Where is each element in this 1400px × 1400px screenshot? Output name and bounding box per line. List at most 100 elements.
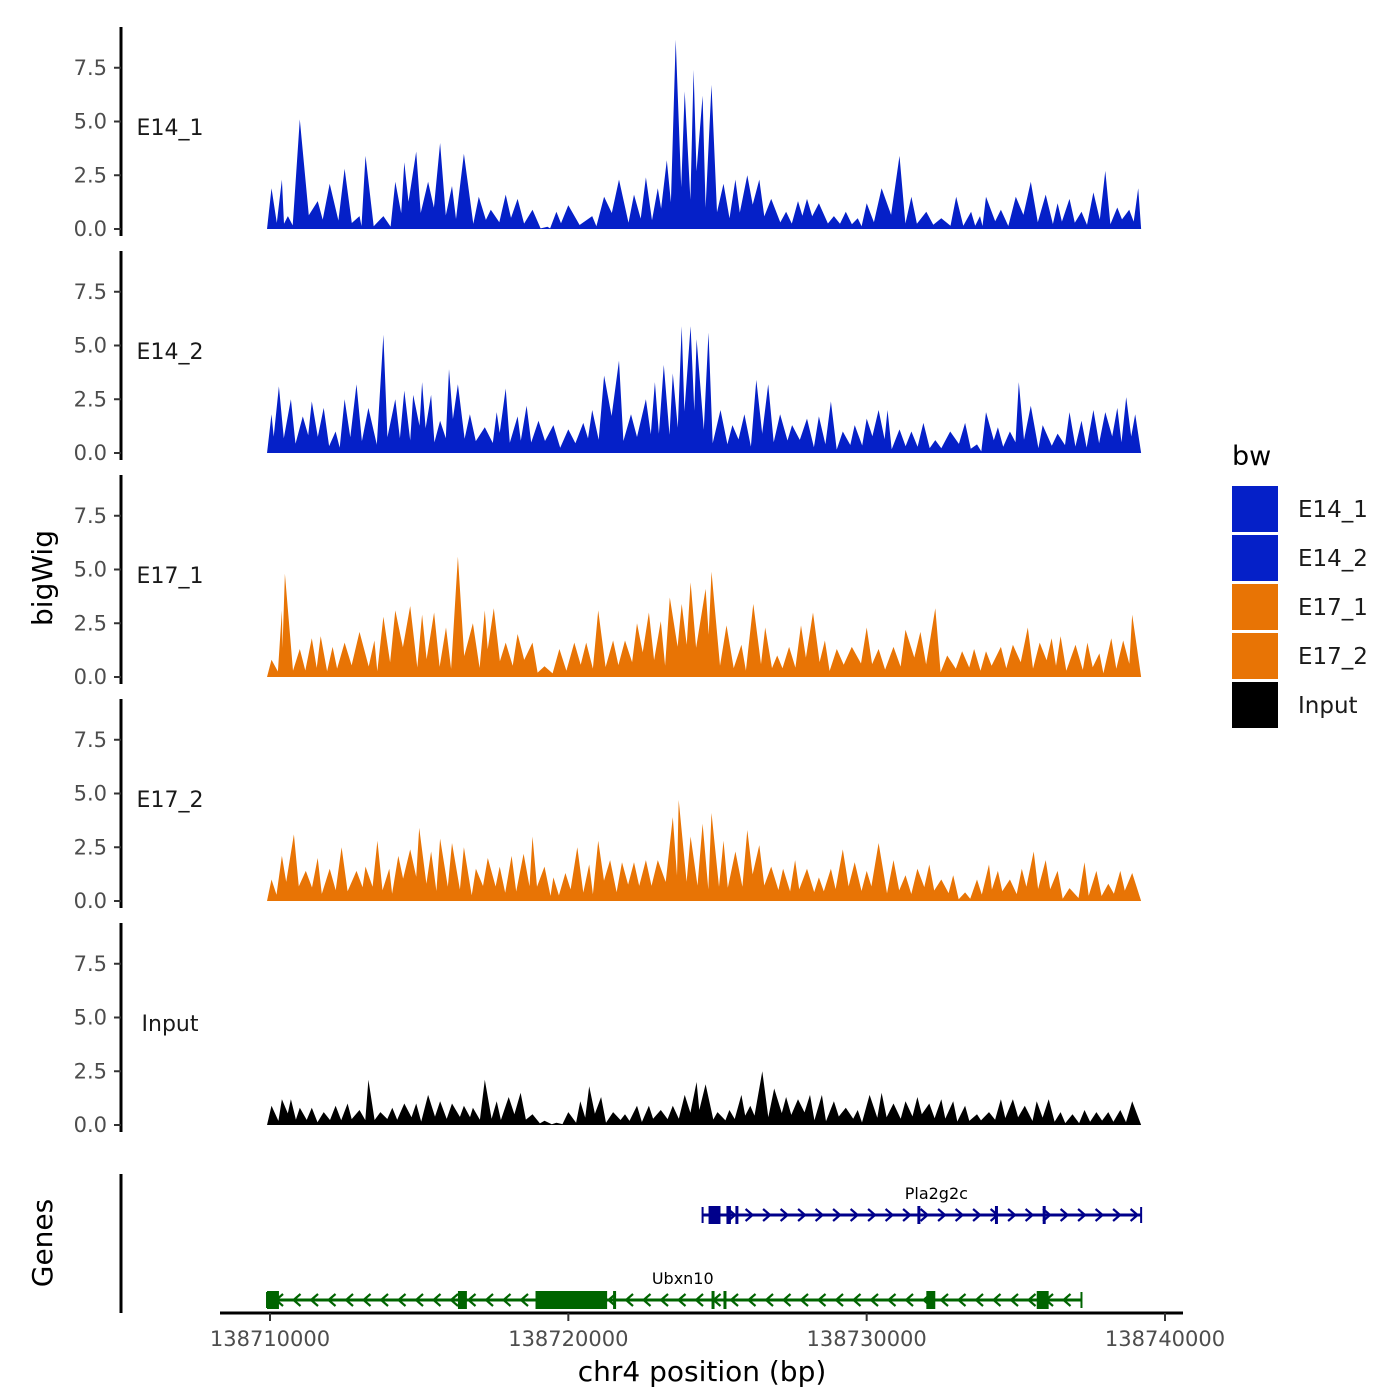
strand-arrow-Ubxn10: [729, 1293, 739, 1307]
legend-swatch-E14_2: [1232, 535, 1278, 581]
y-tick-label-E17_2: 2.5: [74, 835, 107, 859]
strand-arrow-Ubxn10: [676, 1293, 687, 1307]
strand-arrow-Ubxn10: [694, 1293, 704, 1307]
strand-arrow-Ubxn10: [991, 1293, 1002, 1307]
strand-arrow-Ubxn10: [326, 1293, 337, 1307]
y-tick-label-E14_2: 0.0: [74, 441, 107, 465]
panel-label-E14_2: E14_2: [137, 340, 204, 365]
y-tick-label-Input: 7.5: [74, 952, 107, 976]
strand-arrow-Ubxn10: [361, 1293, 372, 1307]
y-tick-label-E17_1: 5.0: [74, 558, 107, 582]
strand-arrow-Ubxn10: [519, 1293, 529, 1307]
strand-arrow-Pla2g2c: [1059, 1208, 1070, 1222]
y-tick-label-E14_2: 7.5: [74, 280, 107, 304]
y-tick-label-E14_1: 0.0: [74, 217, 107, 241]
strand-arrow-Ubxn10: [1061, 1293, 1072, 1307]
strand-arrow-Ubxn10: [939, 1293, 949, 1307]
track-panel-E17_1: 0.0 2.5 5.0 7.5 E17_1: [74, 475, 1142, 689]
y-axis-title-genes: Genes: [26, 1199, 59, 1287]
signal-area-Input: [267, 1071, 1142, 1125]
strand-arrow-Ubxn10: [1026, 1293, 1037, 1307]
track-panel-E17_2: 0.0 2.5 5.0 7.5 E17_2: [74, 699, 1142, 913]
strand-arrow-Ubxn10: [344, 1293, 354, 1307]
x-tick-label: 138730000: [807, 1327, 927, 1351]
strand-arrow-Ubxn10: [764, 1293, 774, 1307]
legend-label-E14_1: E14_1: [1298, 497, 1368, 523]
gene-Pla2g2c: Pla2g2c: [701, 1184, 1143, 1224]
strand-arrow-Pla2g2c: [954, 1208, 965, 1222]
x-tick-label: 138710000: [210, 1327, 330, 1351]
strand-arrow-Ubxn10: [974, 1293, 984, 1307]
gene-label-Ubxn10: Ubxn10: [652, 1269, 714, 1288]
bigwig-tracks: 0.0 2.5 5.0 7.5 E14_1 0.0 2.5 5.0 7.5 E14_2 0.0 2.5…: [74, 27, 1142, 1137]
y-tick-label-E17_2: 7.5: [74, 728, 107, 752]
exon-Ubxn10: [711, 1291, 715, 1309]
y-tick-label-E14_1: 5.0: [74, 110, 107, 134]
strand-arrow-Ubxn10: [624, 1293, 634, 1307]
track-panel-E14_2: 0.0 2.5 5.0 7.5 E14_2: [74, 251, 1142, 465]
y-tick-label-Input: 5.0: [74, 1006, 107, 1030]
legend-title: bw: [1232, 441, 1271, 472]
y-tick-label-E14_1: 2.5: [74, 163, 107, 187]
exon-Ubxn10: [926, 1291, 936, 1309]
panel-label-Input: Input: [142, 1012, 199, 1037]
strand-arrow-Ubxn10: [886, 1293, 897, 1307]
exon-Ubxn10: [267, 1291, 279, 1309]
panel-label-E14_1: E14_1: [137, 116, 204, 141]
strand-arrow-Pla2g2c: [884, 1208, 895, 1222]
strand-arrow-Ubxn10: [449, 1293, 459, 1307]
exon-Pla2g2c: [708, 1206, 721, 1224]
strand-arrow-Ubxn10: [484, 1293, 494, 1307]
signal-area-E14_1: [267, 39, 1142, 229]
strand-arrow-Pla2g2c: [1077, 1208, 1087, 1222]
legend-label-E17_2: E17_2: [1298, 644, 1368, 670]
strand-arrow-Pla2g2c: [832, 1208, 842, 1222]
strand-arrow-Ubxn10: [851, 1293, 862, 1307]
strand-arrow-Pla2g2c: [849, 1208, 860, 1222]
strand-arrow-Pla2g2c: [762, 1208, 772, 1222]
y-axis-title-bigwig: bigWig: [26, 530, 59, 626]
legend: bw E14_1 E14_2 E17_1 E17_2 Input: [1232, 441, 1368, 728]
legend-label-Input: Input: [1298, 693, 1358, 719]
strand-arrow-Ubxn10: [291, 1293, 302, 1307]
y-tick-label-E17_1: 7.5: [74, 504, 107, 528]
strand-arrow-Ubxn10: [414, 1293, 424, 1307]
strand-arrow-Ubxn10: [659, 1293, 669, 1307]
strand-arrow-Pla2g2c: [1094, 1208, 1105, 1222]
strand-arrow-Pla2g2c: [937, 1208, 947, 1222]
strand-arrow-Pla2g2c: [867, 1208, 877, 1222]
y-tick-label-E17_1: 0.0: [74, 665, 107, 689]
legend-swatch-E17_1: [1232, 584, 1278, 630]
strand-arrow-Pla2g2c: [1112, 1208, 1122, 1222]
strand-arrow-Ubxn10: [1009, 1293, 1019, 1307]
exon-Pla2g2c: [917, 1206, 921, 1224]
strand-arrow-Ubxn10: [956, 1293, 967, 1307]
exon-Pla2g2c: [994, 1206, 998, 1224]
x-tick-label: 138720000: [508, 1327, 628, 1351]
gene-Ubxn10: Ubxn10: [266, 1269, 1083, 1309]
exon-Ubxn10: [723, 1291, 727, 1309]
x-axis: 138710000 138720000 138730000 138740000: [210, 1311, 1225, 1351]
strand-arrow-Pla2g2c: [1024, 1208, 1035, 1222]
legend-swatch-Input: [1232, 682, 1278, 728]
y-tick-label-E14_1: 7.5: [74, 56, 107, 80]
strand-arrow-Ubxn10: [781, 1293, 792, 1307]
strand-arrow-Pla2g2c: [972, 1208, 982, 1222]
y-tick-label-Input: 0.0: [74, 1113, 107, 1137]
strand-arrow-Ubxn10: [379, 1293, 389, 1307]
strand-arrow-Pla2g2c: [1129, 1208, 1140, 1222]
signal-area-E17_1: [267, 556, 1142, 677]
exon-Ubxn10: [1036, 1291, 1049, 1309]
y-tick-label-E17_2: 0.0: [74, 889, 107, 913]
signal-area-E14_2: [267, 326, 1142, 453]
y-tick-label-E14_2: 2.5: [74, 387, 107, 411]
strand-arrow-Ubxn10: [904, 1293, 914, 1307]
strand-arrow-Pla2g2c: [797, 1208, 807, 1222]
strand-arrow-Ubxn10: [501, 1293, 512, 1307]
strand-arrow-Ubxn10: [431, 1293, 442, 1307]
exon-Pla2g2c: [1042, 1206, 1046, 1224]
strand-arrow-Ubxn10: [869, 1293, 879, 1307]
legend-swatch-E17_2: [1232, 633, 1278, 679]
x-axis-title: chr4 position (bp): [578, 1355, 827, 1388]
